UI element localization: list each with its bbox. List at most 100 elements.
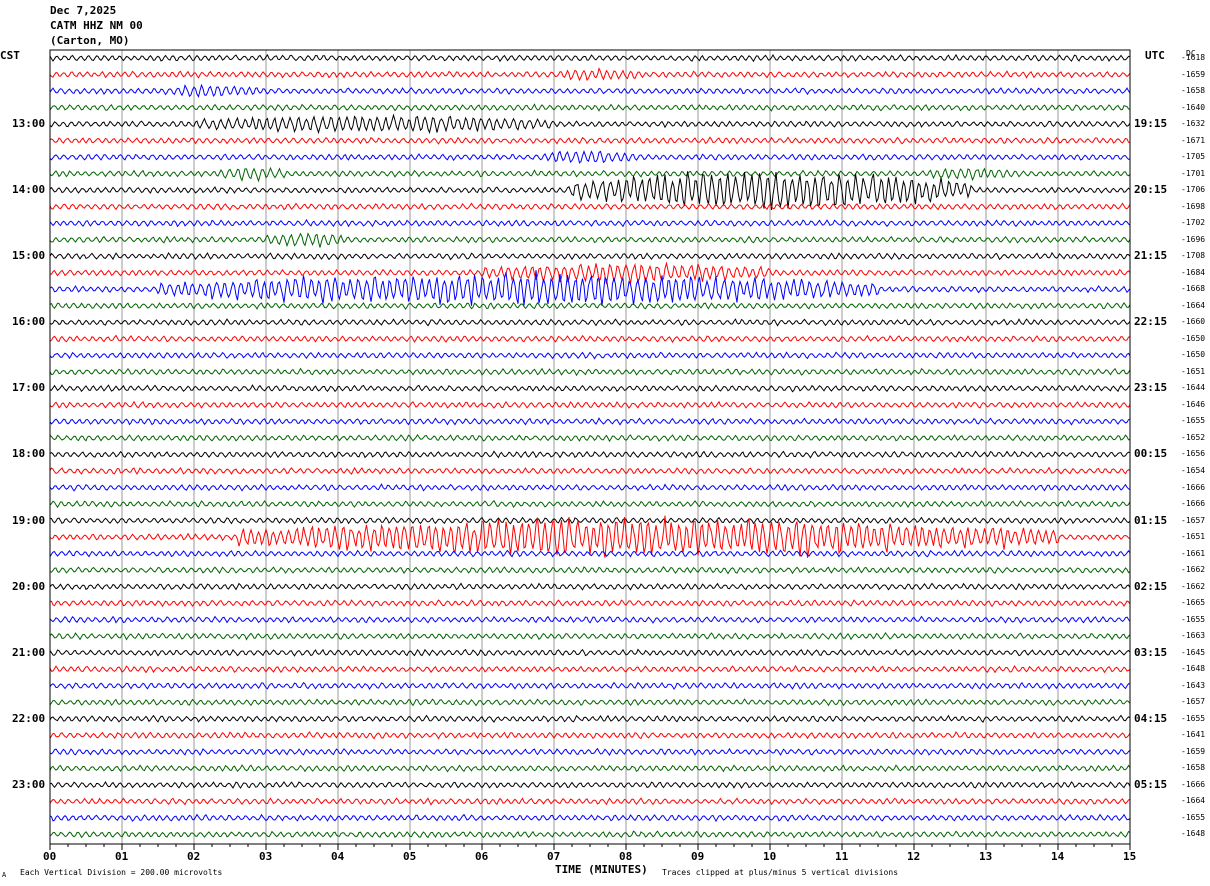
utc-hour-label: 01:15 [1134, 513, 1168, 527]
trace-line [49, 631, 1131, 641]
cst-hour-label: 21:00 [12, 645, 46, 659]
trace-line [49, 450, 1131, 459]
trace-line [49, 813, 1131, 823]
trace-line [49, 433, 1131, 443]
dc-offset-label: -1652 [1181, 432, 1206, 442]
x-tick-label: 09 [691, 850, 705, 863]
dc-offset-label: -1661 [1181, 548, 1206, 558]
dc-offset-label: -1665 [1181, 598, 1206, 608]
trace-line [49, 615, 1131, 624]
left-timezone-label: CST [0, 49, 20, 62]
x-tick-label: 06 [475, 850, 489, 863]
utc-hour-label: 22:15 [1134, 315, 1168, 329]
trace-line [49, 780, 1131, 789]
dc-offset-label: -1668 [1181, 284, 1206, 294]
trace-line [49, 664, 1131, 674]
dc-offset-label: -1648 [1181, 829, 1206, 839]
trace-line [49, 830, 1131, 839]
trace-line [49, 566, 1131, 575]
trace-line [49, 150, 1131, 164]
scale-note: Each Vertical Division = 200.00 microvol… [20, 868, 223, 877]
x-tick-label: 02 [187, 850, 201, 863]
cst-hour-label: 22:00 [12, 711, 46, 725]
utc-hour-label: 03:15 [1134, 645, 1168, 659]
trace-line [49, 261, 1131, 285]
trace-line [49, 301, 1131, 310]
x-tick-label: 15 [1123, 850, 1137, 863]
dc-offset-label: -1656 [1181, 449, 1206, 459]
x-tick-label: 05 [403, 850, 417, 863]
dc-offset-label: -1640 [1181, 102, 1206, 112]
trace-line [49, 318, 1131, 327]
dc-offset-label: -1698 [1181, 201, 1206, 211]
cst-hour-label: 14:00 [12, 183, 46, 197]
x-axis-ticks [49, 844, 1131, 850]
trace-line [49, 232, 1131, 248]
x-tick-label: 00 [43, 850, 57, 863]
x-tick-label: 14 [1051, 850, 1065, 863]
cst-hour-label: 17:00 [12, 381, 46, 395]
dc-offset-label: -1658 [1181, 763, 1206, 773]
trace-line [49, 764, 1131, 773]
trace-line [49, 516, 1131, 525]
trace-line [49, 218, 1131, 228]
dc-offset-label: -1655 [1181, 812, 1206, 822]
dc-offset-label: -1655 [1181, 713, 1206, 723]
dc-offset-label: -1651 [1181, 366, 1206, 376]
dc-offset-label: -1632 [1181, 119, 1206, 129]
cst-hour-label: 23:00 [12, 777, 46, 791]
x-tick-label: 08 [619, 850, 633, 863]
dc-offset-label: -1662 [1181, 565, 1206, 575]
dc-offset-label: -1684 [1181, 267, 1206, 277]
dc-label: DC [1186, 49, 1196, 58]
date-label: Dec 7,2025 [50, 4, 117, 17]
dc-offset-label: -1702 [1181, 218, 1206, 228]
cst-hour-label: 16:00 [12, 315, 46, 329]
cst-hour-label: 19:00 [12, 513, 46, 527]
utc-hour-label: 00:15 [1134, 447, 1168, 461]
trace-line [49, 67, 1131, 82]
x-tick-label: 10 [763, 850, 777, 863]
dc-offset-label: -1618 [1181, 53, 1206, 62]
trace-line [49, 499, 1131, 509]
dc-offset-label: -1705 [1181, 152, 1206, 162]
cst-hour-label: 20:00 [12, 579, 46, 593]
trace-line [49, 83, 1131, 98]
utc-hour-label: 05:15 [1134, 777, 1168, 791]
seismic-traces [49, 53, 1131, 839]
dc-offset-label: -1706 [1181, 185, 1206, 195]
dc-offset-label: -1701 [1181, 168, 1206, 178]
dc-offset-label: -1655 [1181, 614, 1206, 624]
dc-offset-label: -1666 [1181, 482, 1206, 492]
trace-line [49, 103, 1131, 112]
trace-line [49, 53, 1131, 63]
trace-line [49, 466, 1131, 475]
x-axis-title: TIME (MINUTES) [555, 863, 648, 876]
grid-lines [49, 50, 1131, 844]
trace-line [49, 747, 1131, 756]
trace-line [49, 483, 1131, 492]
utc-hour-label: 21:15 [1134, 249, 1168, 263]
dc-offset-label: -1662 [1181, 581, 1206, 591]
trace-line [49, 202, 1131, 211]
dc-offset-label: -1644 [1181, 383, 1206, 393]
dc-offset-label: -1671 [1181, 135, 1206, 145]
dc-offset-label: -1651 [1181, 532, 1206, 542]
utc-hour-label: 23:15 [1134, 381, 1168, 395]
trace-line [49, 384, 1131, 393]
clip-note: Traces clipped at plus/minus 5 vertical … [662, 868, 899, 877]
x-tick-label: 07 [547, 850, 561, 863]
dc-offset-label: -1648 [1181, 664, 1206, 674]
utc-hour-label: 19:15 [1134, 117, 1168, 131]
corner-mark: A [2, 871, 7, 879]
trace-line [49, 113, 1131, 135]
trace-line [49, 549, 1131, 558]
trace-line [49, 681, 1131, 690]
dc-offset-label: -1666 [1181, 779, 1206, 789]
trace-line [49, 714, 1131, 723]
cst-hour-label: 15:00 [12, 249, 46, 263]
location-label: (Carton, MO) [50, 34, 130, 47]
trace-line [49, 334, 1131, 344]
dc-offset-label: -1658 [1181, 86, 1206, 96]
